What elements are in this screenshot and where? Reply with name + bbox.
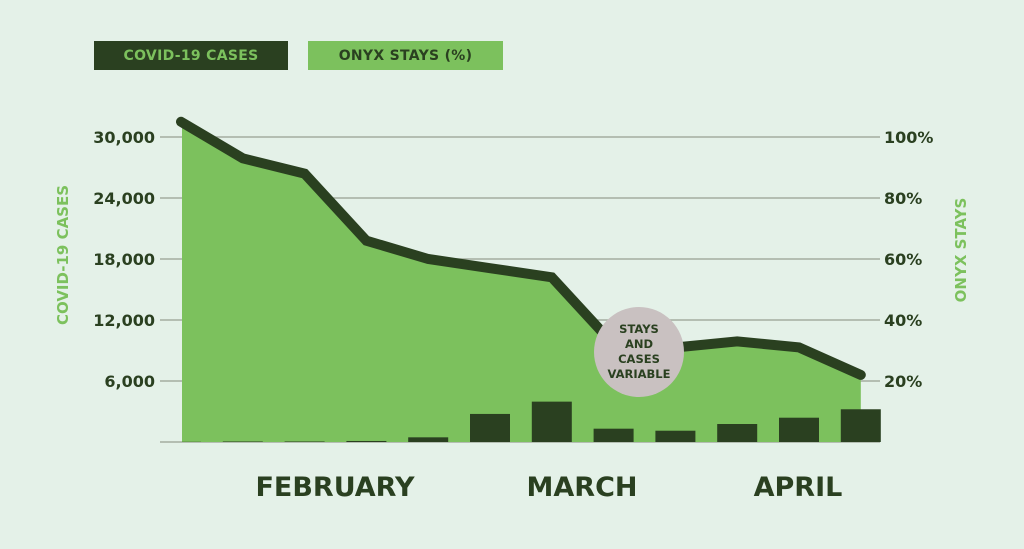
- annotation-text: STAYS: [619, 322, 659, 336]
- left-tick-label: 30,000: [93, 128, 155, 147]
- legend-covid-cases: COVID-19 CASES: [94, 41, 288, 70]
- annotation-text: CASES: [618, 352, 660, 366]
- annotation-text: VARIABLE: [607, 367, 670, 381]
- left-tick-label: 6,000: [104, 372, 155, 391]
- cases-bar: [779, 417, 819, 442]
- cases-bar: [470, 413, 510, 442]
- legend-label: ONYX STAYS (%): [338, 47, 473, 64]
- right-tick-label: 20%: [884, 372, 922, 391]
- right-tick-label: 60%: [884, 250, 922, 269]
- right-tick-label: 100%: [884, 128, 933, 147]
- stays-line: [176, 116, 866, 380]
- right-tick-label: 80%: [884, 189, 922, 208]
- cases-bar: [655, 430, 696, 442]
- month-label: FEBRUARY: [255, 472, 415, 503]
- cases-bar: [840, 409, 881, 442]
- month-label: MARCH: [527, 472, 638, 503]
- annotation-text: AND: [625, 337, 653, 351]
- right-tick-label: 40%: [884, 311, 922, 330]
- left-tick-label: 24,000: [93, 189, 155, 208]
- cases-bar: [346, 440, 387, 442]
- left-tick-label: 12,000: [93, 311, 155, 330]
- cases-bar: [531, 401, 572, 442]
- cases-bar: [222, 441, 263, 442]
- left-tick-label: 18,000: [93, 250, 155, 269]
- right-axis-title: ONYX STAYS: [952, 198, 970, 303]
- stays-area: [182, 121, 861, 442]
- annotation-circle: [594, 307, 684, 397]
- cases-bar: [717, 424, 758, 442]
- cases-bar: [593, 428, 634, 442]
- legend-label: COVID-19 CASES: [123, 47, 259, 64]
- left-axis-title: COVID-19 CASES: [54, 185, 72, 325]
- cases-bar: [284, 441, 325, 442]
- legend-onyx-stays: ONYX STAYS (%): [308, 41, 503, 70]
- month-label: APRIL: [754, 472, 843, 503]
- cases-bar: [408, 437, 449, 442]
